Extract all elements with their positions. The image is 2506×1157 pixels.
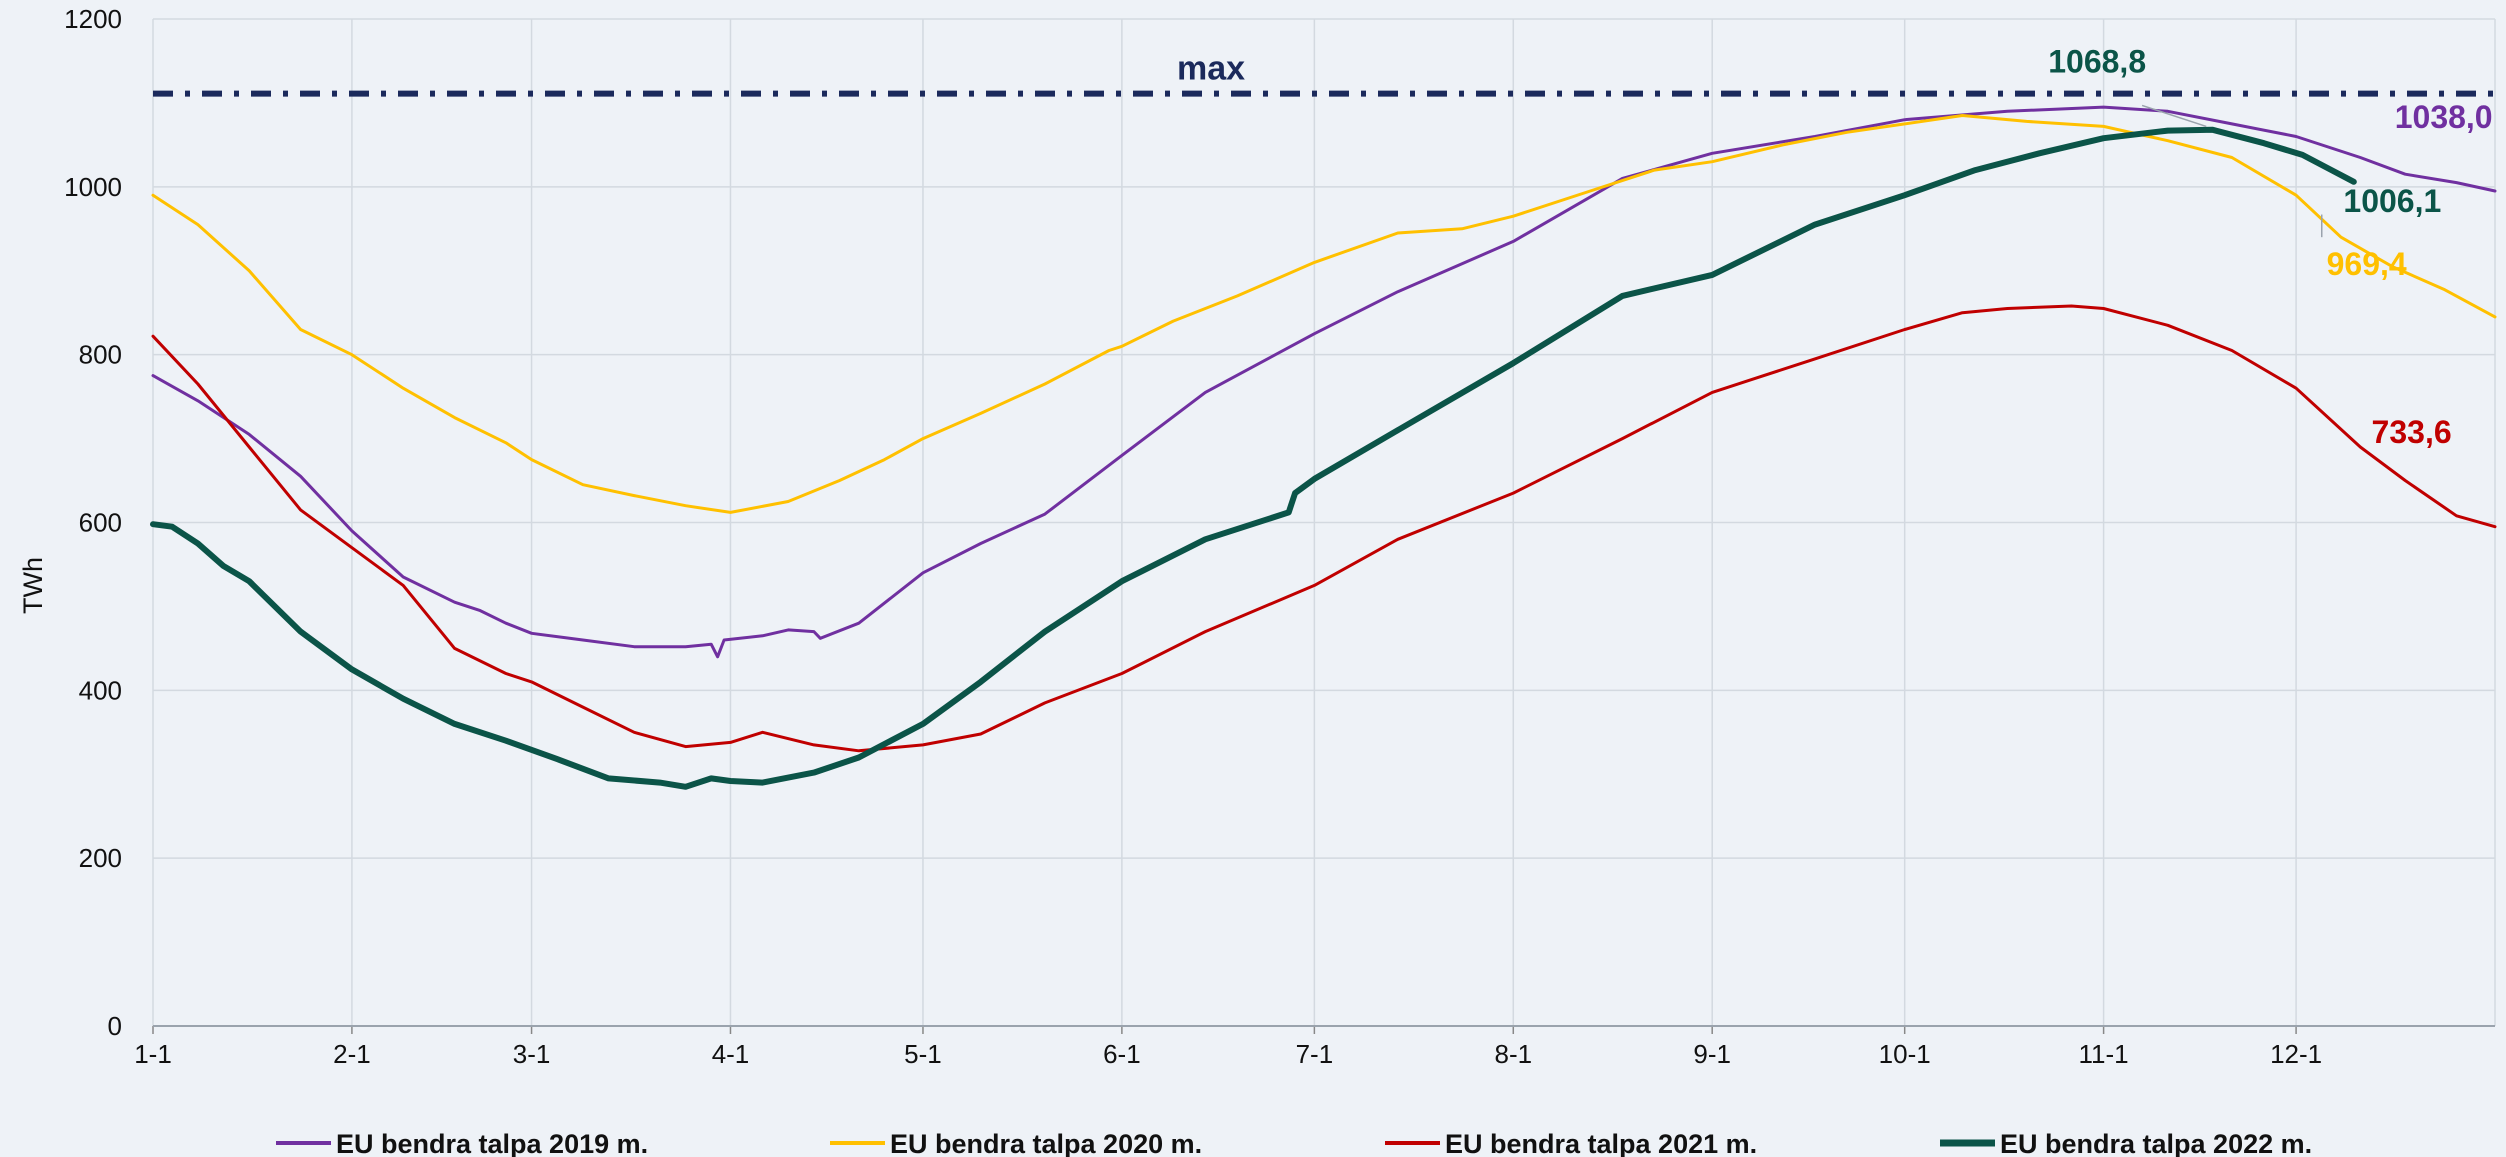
legend-label-2: EU bendra talpa 2020 m. <box>890 1129 1202 1157</box>
x-tick-label: 2-1 <box>333 1039 371 1069</box>
x-tick-label: 3-1 <box>513 1039 551 1069</box>
end-label-1: 1038,0 <box>2395 99 2493 135</box>
x-axis-ticks: 1-1 2-1 3-1 4-1 5-1 6-1 7-1 8-1 9-1 10-1 11-1 12-1 <box>134 1026 2322 1069</box>
y-axis-ticks: 0 200 400 600 800 1000 1200 <box>64 4 122 1041</box>
y-tick-label: 800 <box>79 340 122 370</box>
x-tick-label: 1-1 <box>134 1039 172 1069</box>
x-tick-label: 8-1 <box>1494 1039 1532 1069</box>
x-tick-label: 11-1 <box>2079 1039 2129 1069</box>
series-lines <box>150 105 2497 790</box>
x-tick-label: 10-1 <box>1879 1039 1931 1069</box>
y-tick-label: 400 <box>79 675 122 705</box>
x-tick-label: 5-1 <box>904 1039 942 1069</box>
legend-label-3: EU bendra talpa 2021 m. <box>1445 1129 1757 1157</box>
legend: EU bendra talpa 2019 m. EU bendra talpa 2… <box>276 1129 2312 1157</box>
y-tick-label: 1200 <box>64 4 122 34</box>
y-tick-label: 600 <box>79 508 122 538</box>
x-tick-label: 9-1 <box>1693 1039 1731 1069</box>
series-line-4 <box>150 126 2357 790</box>
y-tick-label: 1000 <box>64 172 122 202</box>
legend-label-4: EU bendra talpa 2022 m. <box>2000 1129 2312 1157</box>
y-axis-label: TWh <box>18 557 48 614</box>
end-label-4: 1006,1 <box>2343 183 2441 219</box>
grid-lines <box>152 18 2496 1027</box>
x-tick-label: 4-1 <box>712 1039 750 1069</box>
end-label-2: 969,4 <box>2327 246 2407 282</box>
end-label-3: 733,6 <box>2372 414 2452 450</box>
x-tick-label: 6-1 <box>1103 1039 1141 1069</box>
peak-label: 1068,8 <box>2048 44 2146 80</box>
series-line-2 <box>151 114 2497 514</box>
end-value-labels: 1038,0 969,4 733,6 1006,1 1068,8 <box>2048 44 2492 450</box>
x-tick-label: 12-1 <box>2270 1039 2322 1069</box>
max-label: max <box>1177 50 1245 88</box>
legend-label-1: EU bendra talpa 2019 m. <box>336 1129 648 1157</box>
peak-connector <box>2141 104 2207 128</box>
series-line-3 <box>151 304 2497 753</box>
label-connectors <box>2141 104 2323 238</box>
x-tick-label: 7-1 <box>1296 1039 1334 1069</box>
series-line-1 <box>151 105 2497 659</box>
y-tick-label: 0 <box>108 1011 122 1041</box>
y-tick-label: 200 <box>79 843 122 873</box>
